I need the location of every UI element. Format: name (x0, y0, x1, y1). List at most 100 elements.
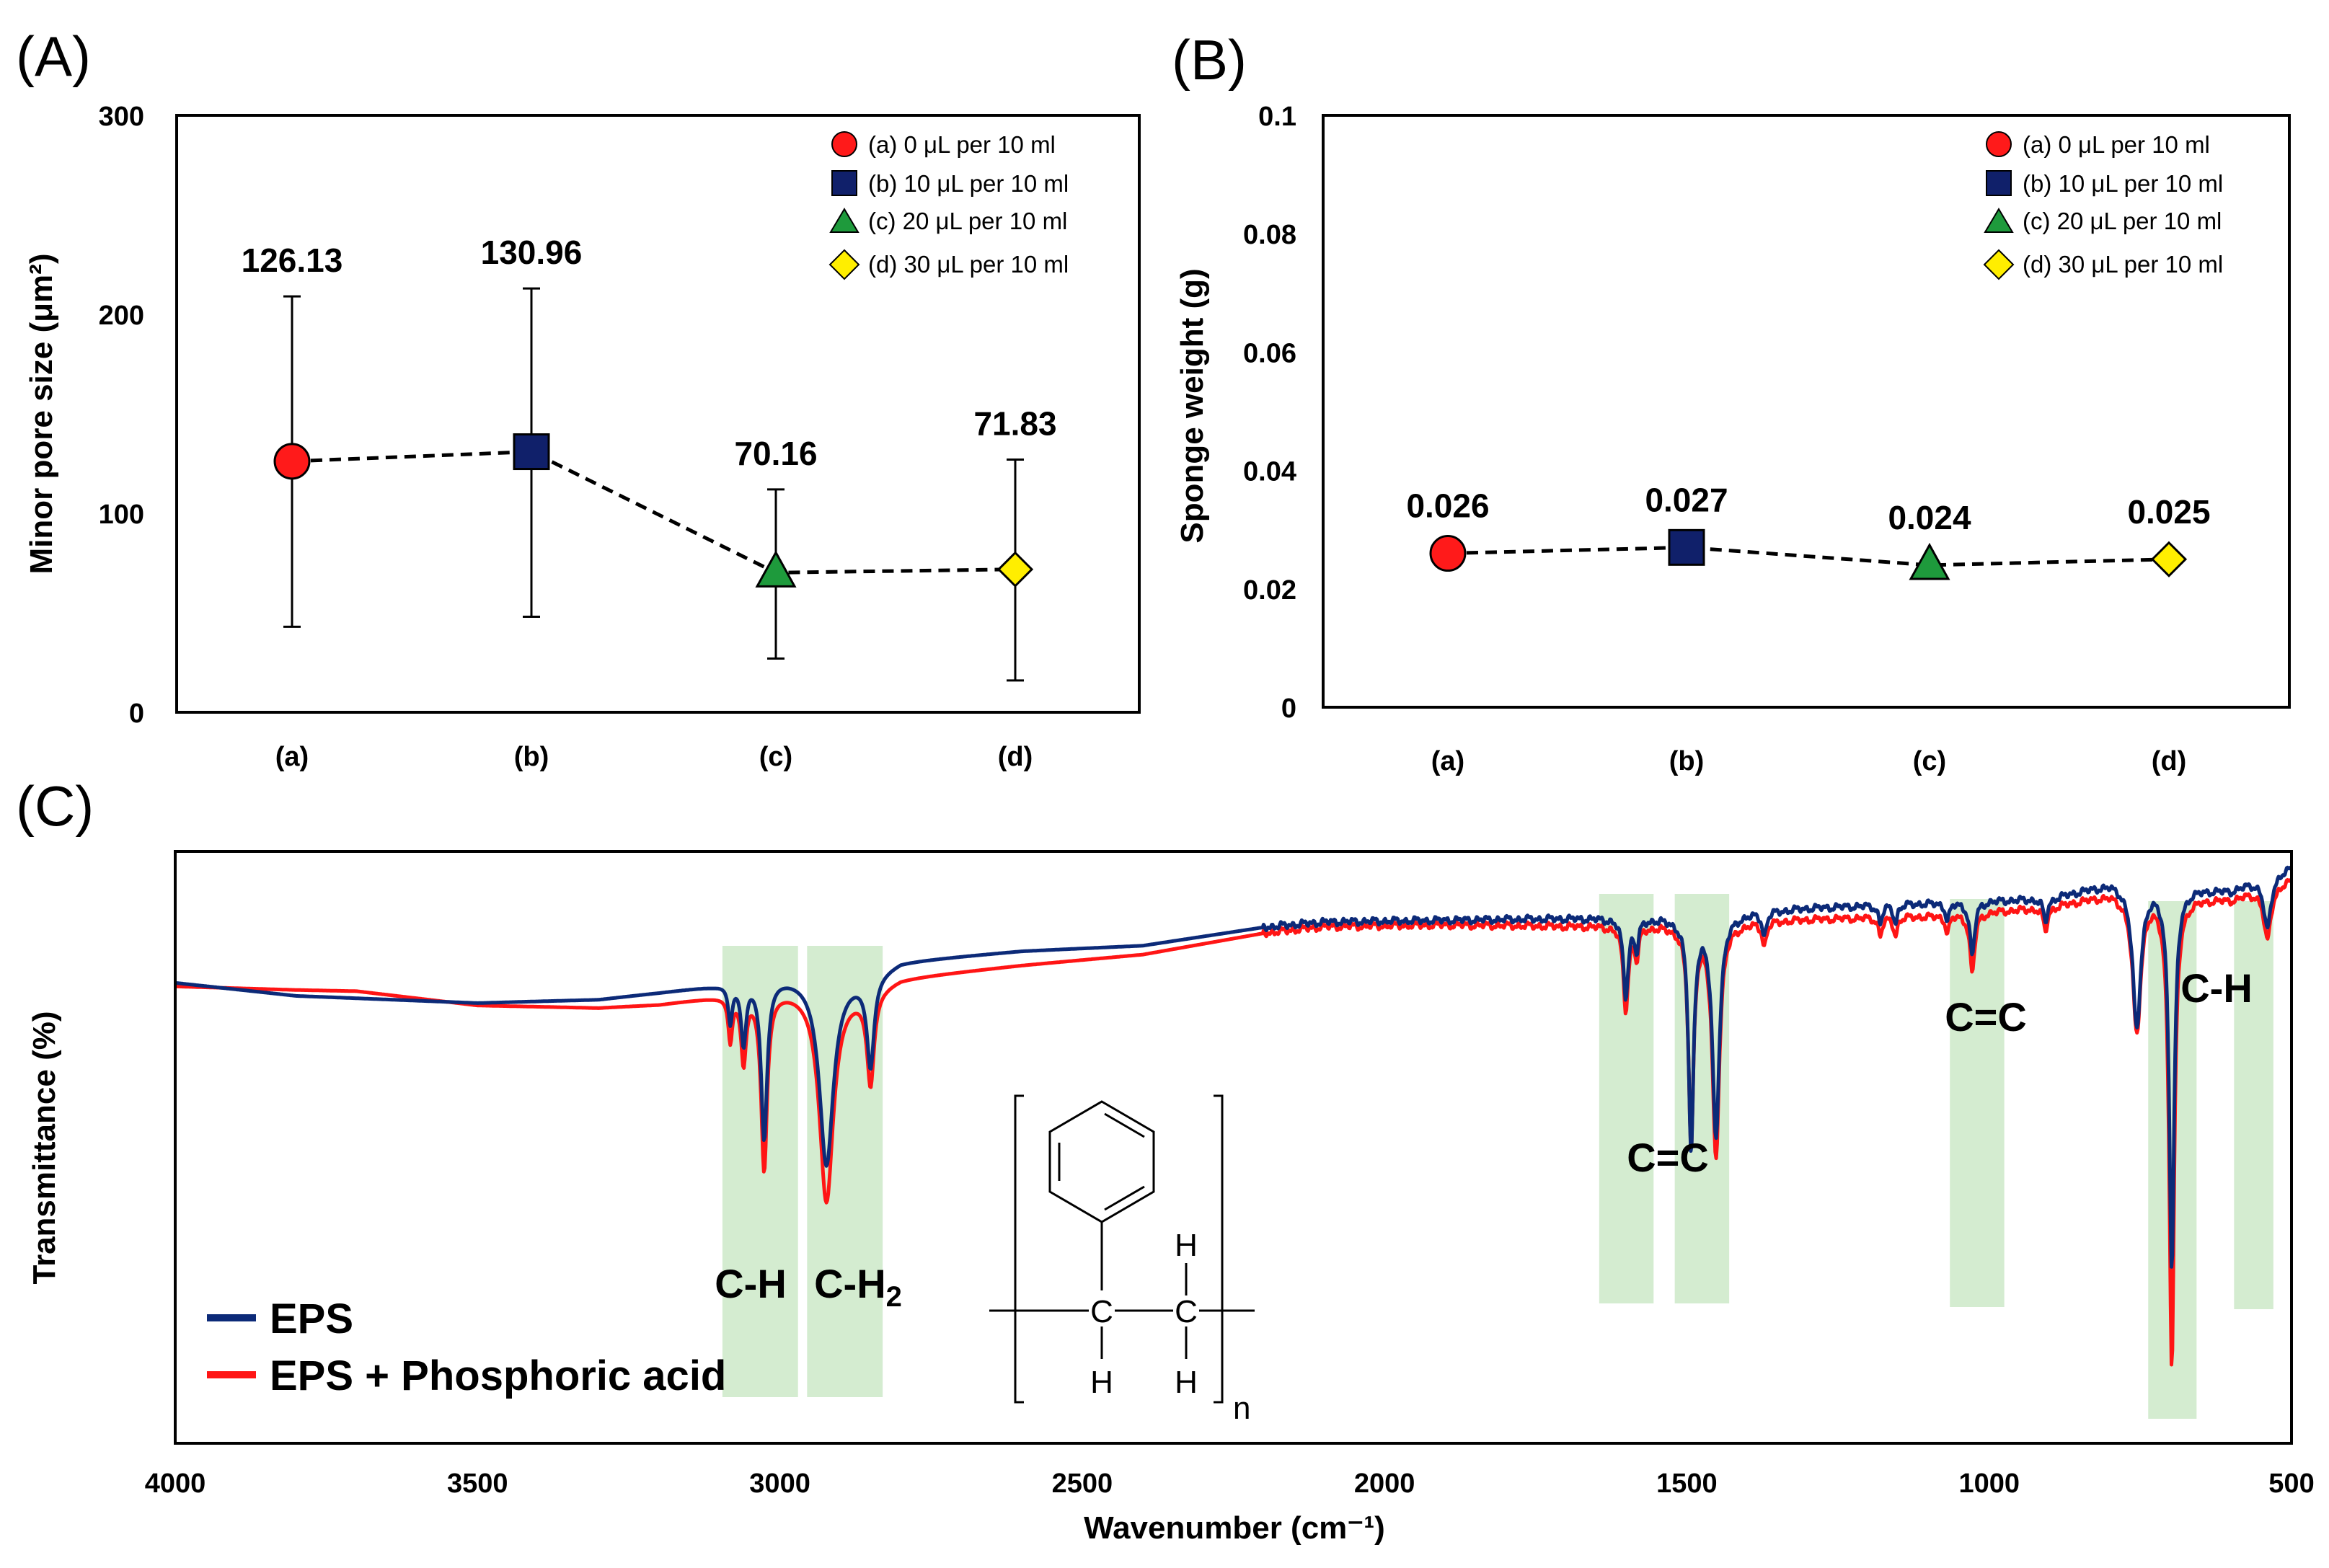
panel-b-x-tick-label: (c) (1913, 746, 1946, 776)
panel-b-x-tick-label: (b) (1669, 746, 1705, 776)
panel-a-y-tick-label: 200 (99, 301, 144, 331)
panel-a-value-label: 126.13 (242, 242, 343, 279)
legend-triangle-marker (829, 208, 859, 233)
legend-square-marker (831, 170, 857, 196)
panel-b-y-tick-label: 0.04 (1243, 457, 1296, 487)
panel-a-legend-entry: (a) 0 μL per 10 ml (868, 131, 1056, 158)
panel-a-x-tick-label: (a) (275, 742, 309, 772)
panel-b-legend-entry: (d) 30 μL per 10 ml (2023, 251, 2223, 278)
panel-b-value-label: 0.024 (1888, 499, 1971, 536)
panel-a-value-label: 130.96 (481, 234, 583, 271)
panel-b-legend: (a) 0 μL per 10 ml (b) 10 μL per 10 ml (… (1983, 131, 2223, 280)
legend-eps-acid-label: EPS + Phosphoric acid (270, 1352, 726, 1399)
panel-a-x-tick-label: (c) (759, 742, 792, 772)
marker-diamond (996, 551, 1034, 588)
marker-square (1668, 528, 1705, 566)
panel-c-x-tick-label: 500 (2268, 1469, 2314, 1499)
ring-double-bond (1104, 1112, 1145, 1138)
panel-b-legend-entry: (b) 10 μL per 10 ml (2023, 170, 2223, 197)
repeat-subscript-n: n (1233, 1391, 1250, 1426)
panel-c-absorption-bands (722, 894, 2273, 1419)
spectrum-eps (174, 865, 2292, 1269)
panel-a-x-tick-label: (d) (998, 742, 1033, 772)
absorption-band (807, 946, 883, 1397)
absorption-band (1950, 899, 2005, 1307)
panel-b-y-axis-title: Sponge weight (g) (1175, 268, 1210, 543)
panel-c-plot-frame (174, 850, 2293, 1445)
polystyrene-structure: C C H H H n (989, 1094, 1255, 1426)
panel-c-x-tick-label: 3000 (749, 1469, 810, 1499)
legend-circle-marker (831, 131, 857, 157)
marker-triangle (1909, 542, 1950, 580)
panel-b-legend-entry: (c) 20 μL per 10 ml (2023, 208, 2222, 234)
panel-c-y-axis-title: Transmittance (%) (27, 1011, 62, 1285)
legend-square-marker (1986, 170, 2012, 196)
panel-a-value-label: 71.83 (973, 404, 1056, 442)
panel-c-x-tick-label: 4000 (145, 1469, 206, 1499)
panel-c-x-tick-label: 2000 (1354, 1469, 1415, 1499)
panel-b-value-labels: 0.026 0.027 0.024 0.025 (1406, 481, 2210, 536)
legend-eps-label: EPS (270, 1295, 353, 1342)
band-label-subscript: 2 (886, 1281, 902, 1313)
panel-a-x-tick-label: (b) (514, 742, 549, 772)
panel-a-plot-frame (175, 114, 1141, 714)
legend-circle-marker (1986, 131, 2012, 157)
panel-b-legend-entry: (a) 0 μL per 10 ml (2023, 131, 2210, 158)
hydrogen-atom: H (1090, 1365, 1113, 1400)
hydrogen-atom: H (1175, 1228, 1198, 1263)
panel-c-x-ticks: 4000 3500 3000 2500 2000 1500 1000 500 (145, 1469, 2315, 1499)
panel-a-legend: (a) 0 μL per 10 ml (b) 10 μL per 10 ml (… (828, 131, 1069, 280)
panel-a: (A) 0 100 200 300 (a) (b) (c) (d) Minor … (16, 25, 1141, 772)
panel-a-legend-entry: (b) 10 μL per 10 ml (868, 170, 1069, 197)
band-label-c-h2: C-H2 (814, 1261, 902, 1313)
panel-b-value-label: 0.027 (1645, 481, 1728, 518)
panel-b-y-tick-label: 0.02 (1243, 575, 1296, 606)
panel-b-y-tick-label: 0.06 (1243, 338, 1296, 368)
structure-right-bracket (1214, 1094, 1224, 1404)
panel-a-value-labels: 126.13 130.96 70.16 71.83 (242, 234, 1057, 472)
panel-c-legend: EPS EPS + Phosphoric acid (207, 1295, 726, 1399)
panel-a-x-ticks: (a) (b) (c) (d) (275, 742, 1033, 772)
panel-c-x-axis-title: Wavenumber (cm⁻¹) (1084, 1510, 1385, 1546)
benzene-ring (1048, 1100, 1155, 1223)
ring-double-bond (1104, 1185, 1145, 1211)
panel-a-y-tick-label: 0 (129, 699, 144, 729)
marker-circle (273, 443, 311, 480)
panel-b-plot-frame (1322, 114, 2291, 709)
panel-b-value-label: 0.025 (2127, 493, 2210, 531)
carbon-atom: C (1175, 1294, 1198, 1329)
panel-b-x-ticks: (a) (b) (c) (d) (1431, 746, 2186, 776)
absorption-band (1599, 894, 1654, 1303)
panel-a-data (273, 287, 1034, 682)
panel-a-y-tick-label: 100 (99, 500, 144, 530)
panel-a-legend-entry: (d) 30 μL per 10 ml (868, 251, 1069, 278)
panel-b-x-tick-label: (a) (1431, 746, 1464, 776)
panel-a-y-axis-title: Minor pore size (μm²) (24, 254, 59, 575)
band-label-c-h: C-H (715, 1261, 787, 1306)
band-label-c-c-1: C=C (1627, 1135, 1709, 1180)
spectrum-eps-phosphoric-acid (174, 878, 2292, 1367)
hydrogen-atom: H (1175, 1365, 1198, 1400)
panel-c-x-tick-label: 1500 (1656, 1469, 1718, 1499)
series-line (1447, 545, 2170, 567)
panel-c-spectra (174, 865, 2292, 1367)
panel-b-y-ticks: 0 0.02 0.04 0.06 0.08 0.1 (1243, 102, 1296, 724)
panel-b-label: (B) (1172, 28, 1247, 92)
panel-b-y-tick-label: 0.1 (1258, 102, 1296, 132)
panel-b: (B) 0 0.02 0.04 0.06 0.08 0.1 (a) (b) (c… (1172, 28, 2291, 776)
panel-b-x-tick-label: (d) (2152, 746, 2187, 776)
legend-triangle-marker (1984, 208, 2014, 233)
panel-b-y-tick-label: 0.08 (1243, 220, 1296, 250)
panel-c-label: (C) (16, 774, 94, 838)
panel-b-value-label: 0.026 (1406, 487, 1489, 525)
absorption-band (2234, 901, 2273, 1309)
marker-square (513, 433, 550, 471)
band-label-c-c-2: C=C (1945, 994, 2027, 1040)
panel-c-x-tick-label: 1000 (1958, 1469, 2020, 1499)
panel-a-y-tick-label: 300 (99, 102, 144, 132)
series-line (291, 450, 1016, 575)
panel-c-x-tick-label: 3500 (447, 1469, 508, 1499)
panel-b-y-tick-label: 0 (1281, 694, 1296, 724)
marker-diamond (2150, 541, 2188, 577)
